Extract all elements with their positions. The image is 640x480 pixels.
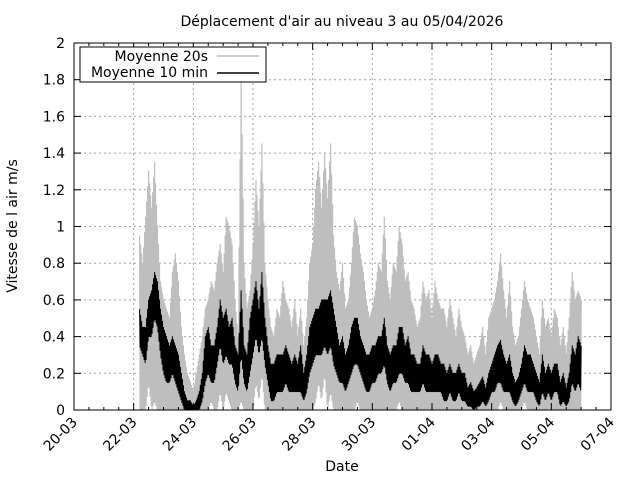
y-tick-label: 0.6	[43, 293, 65, 309]
y-tick-label: 0.2	[43, 366, 65, 382]
legend-box	[79, 46, 267, 83]
y-tick-label: 0	[56, 403, 65, 419]
tick-marks	[73, 42, 612, 411]
x-axis-label: Date	[325, 459, 358, 475]
y-tick-label: 1.2	[43, 183, 65, 199]
y-tick-label: 1	[56, 220, 65, 236]
chart-title: Déplacement d'air au niveau 3 au 05/04/2…	[181, 14, 504, 30]
y-tick-label: 1.4	[43, 146, 65, 162]
y-tick-label: 1.8	[43, 73, 65, 89]
legend: Moyenne 20s Moyenne 10 min	[79, 46, 267, 83]
y-tick-label: 1.6	[43, 109, 65, 125]
legend-label-moyenne-20s: Moyenne 20s	[115, 49, 208, 65]
y-tick-label: 0.4	[43, 330, 65, 346]
y-tick-label: 2	[56, 36, 65, 52]
y-tick-labels: 0 0.2 0.4 0.6 0.8 1 1.2 1.4 1.6 1.8 2	[43, 36, 65, 419]
y-tick-label: 0.8	[43, 256, 65, 272]
y-axis-label: Vitesse de l air m/s	[5, 159, 21, 293]
series-line-moyenne-20s	[139, 69, 582, 411]
series-layer	[139, 69, 582, 411]
series-line-moyenne-10-min	[139, 271, 582, 411]
legend-label-moyenne-10-min: Moyenne 10 min	[91, 65, 208, 81]
